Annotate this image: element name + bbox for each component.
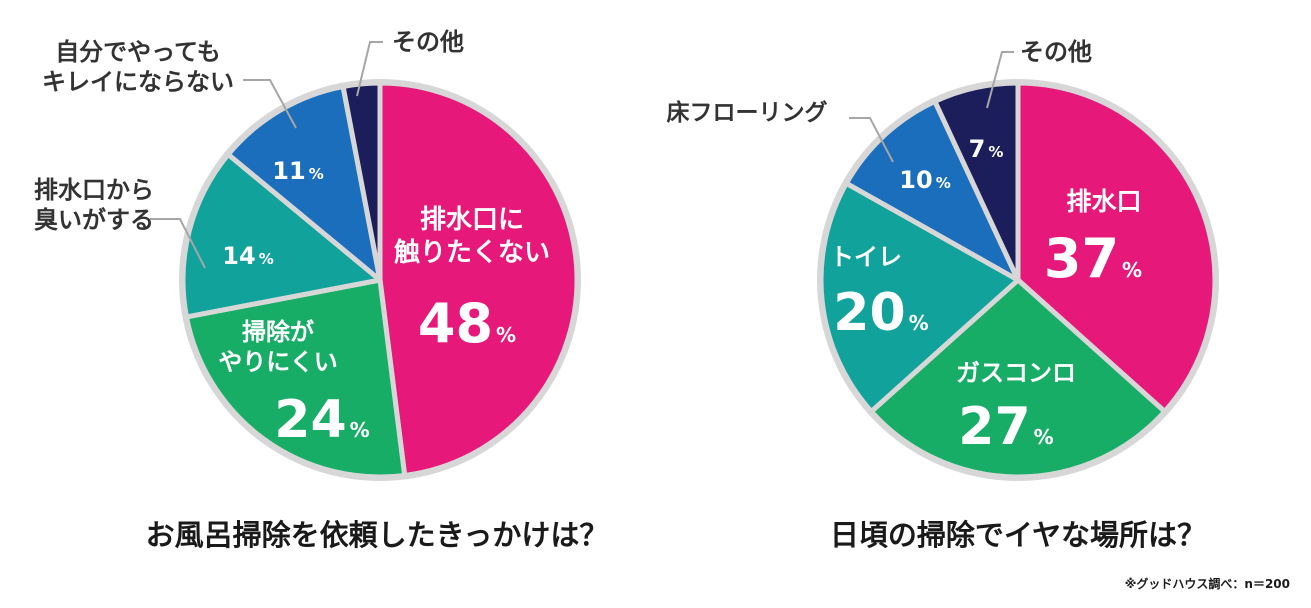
slice-label-external: 臭いがする: [34, 206, 154, 234]
slice-value-label: 14%: [222, 242, 273, 270]
slice-label-external: キレイにならない: [42, 68, 234, 96]
slice-label-external: 床フローリング: [667, 99, 828, 126]
pie-slice: [843, 98, 1021, 283]
pie-slice: [932, 80, 1021, 283]
slice-label-external: 排水口から: [34, 176, 154, 204]
pie-slice: [818, 180, 1021, 415]
pie-slice: [868, 277, 1168, 480]
leader-line: [356, 41, 383, 97]
chart-title-disliked-places: 日頃の掃除でイヤな場所は？: [830, 518, 1206, 552]
leader-line: [849, 117, 894, 163]
leader-line: [150, 218, 206, 269]
slice-label: 排水口に: [420, 205, 524, 235]
slice-label-external: その他: [392, 28, 464, 56]
slice-label: 触りたくない: [394, 238, 550, 268]
slice-label: トイレ: [830, 243, 902, 271]
pie-slice: [225, 83, 383, 283]
slice-label: ガスコンロ: [956, 359, 1076, 387]
pie-slice: [377, 80, 580, 478]
pie-slice: [1015, 80, 1218, 415]
slice-label: 掃除が: [242, 318, 314, 346]
pie-slice: [180, 151, 383, 320]
leader-line: [243, 79, 297, 129]
pie-slice: [340, 80, 383, 283]
pie-slice: [183, 277, 408, 480]
slice-label-external: その他: [1020, 38, 1092, 66]
source-note: ※グッドハウス調べ：n＝200: [1125, 576, 1290, 591]
slice-label-external: 自分でやっても: [55, 38, 221, 66]
slice-label: やりにくい: [218, 348, 338, 376]
slice-label: 排水口: [1066, 187, 1141, 216]
chart-title-bath-cleaning-reason: お風呂掃除を依頼したきっかけは？: [146, 518, 609, 552]
leader-line: [986, 51, 1014, 109]
